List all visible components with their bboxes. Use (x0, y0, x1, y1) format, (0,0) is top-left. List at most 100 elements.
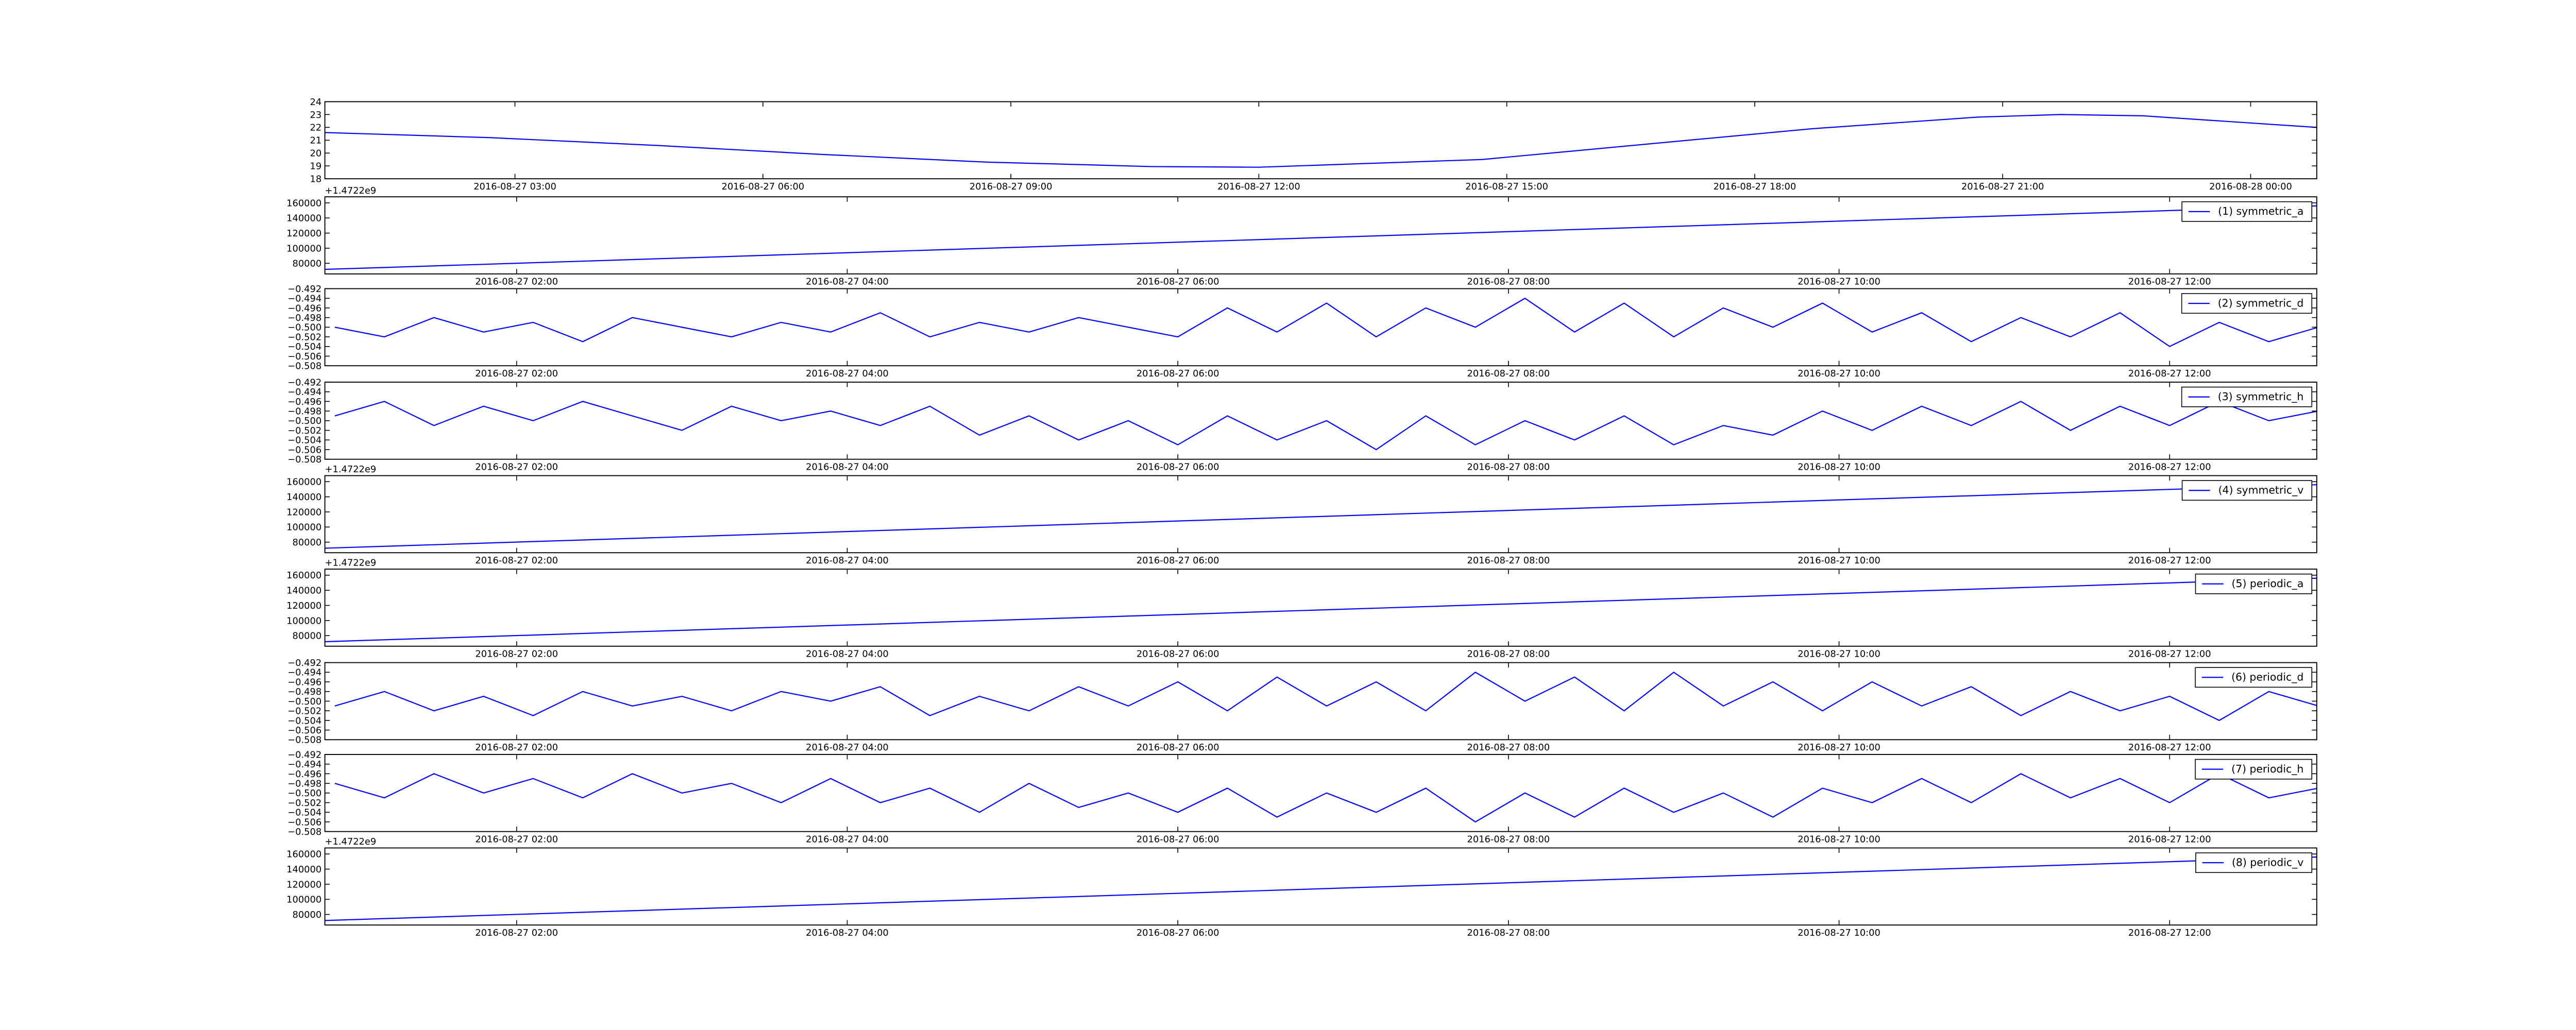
x-tick-label: 2016-08-27 06:00 (1137, 648, 1219, 659)
x-tick-label: 2016-08-27 08:00 (1467, 555, 1550, 566)
y-tick-label: −0.492 (287, 658, 321, 668)
series-line (334, 401, 2317, 451)
x-tick-label: 2016-08-27 06:00 (1137, 555, 1219, 566)
y-tick-label: 100000 (286, 243, 321, 254)
x-tick-label: 2016-08-27 08:00 (1467, 928, 1550, 938)
y-tick-label: −0.506 (287, 725, 321, 736)
x-tick-label: 2016-08-27 12:00 (2128, 834, 2211, 845)
y-tick-label: 160000 (286, 849, 321, 860)
x-tick-label: 2016-08-27 06:00 (1137, 928, 1219, 938)
y-tick-label: −0.506 (287, 817, 321, 828)
y-tick-label: −0.502 (287, 798, 321, 809)
offset-text: +1.4722e9 (325, 836, 377, 847)
y-tick-label: −0.492 (287, 377, 321, 388)
x-tick-label: 2016-08-27 02:00 (475, 277, 558, 287)
x-tick-label: 2016-08-27 10:00 (1798, 648, 1880, 659)
x-tick-label: 2016-08-27 12:00 (2128, 461, 2211, 472)
y-tick-label: 140000 (286, 864, 321, 875)
x-tick-label: 2016-08-27 12:00 (2128, 555, 2211, 566)
y-tick-label: −0.500 (287, 322, 321, 333)
x-tick-label: 2016-08-27 02:00 (475, 368, 558, 379)
series-line (334, 671, 2317, 722)
legend-label: (4) symmetric_v (2218, 484, 2304, 496)
y-tick-label: −0.496 (287, 397, 321, 407)
x-tick-label: 2016-08-27 04:00 (806, 461, 889, 472)
x-tick-label: 2016-08-27 06:00 (1137, 742, 1219, 753)
y-tick-label: −0.500 (287, 788, 321, 799)
axes-frame (324, 382, 2317, 460)
y-tick-label: 22 (310, 123, 322, 133)
y-tick-label: 140000 (286, 213, 321, 224)
y-tick-label: −0.496 (287, 303, 321, 314)
x-tick-label: 2016-08-27 15:00 (1465, 181, 1548, 192)
x-tick-label: 2016-08-27 12:00 (1217, 181, 1300, 192)
y-tick-label: −0.494 (287, 667, 321, 678)
y-tick-label: 23 (310, 110, 322, 121)
subplot: 80000 100000 120000 140000 160000 2016-08-27 … (286, 836, 2317, 938)
x-tick-label: 2016-08-27 10:00 (1798, 368, 1880, 379)
x-tick-label: 2016-08-27 10:00 (1798, 461, 1880, 472)
axes-frame (324, 569, 2317, 647)
x-tick-label: 2016-08-27 06:00 (1137, 277, 1219, 287)
x-tick-label: 2016-08-27 08:00 (1467, 368, 1550, 379)
series-line (325, 205, 2317, 270)
legend-label: (7) periodic_h (2231, 763, 2303, 775)
y-tick-label: −0.494 (287, 387, 321, 398)
series-line (334, 297, 2317, 348)
axes-frame (324, 754, 2317, 832)
x-tick-label: 2016-08-27 02:00 (475, 928, 558, 938)
y-tick-label: 80000 (292, 631, 321, 642)
y-tick-label: −0.500 (287, 416, 321, 426)
y-tick-label: 80000 (292, 259, 321, 269)
y-tick-label: −0.506 (287, 351, 321, 362)
series-line (325, 114, 2317, 168)
y-tick-label: −0.494 (287, 759, 321, 770)
offset-text: +1.4722e9 (325, 464, 377, 475)
y-tick-label: −0.508 (287, 827, 321, 837)
y-tick-label: −0.492 (287, 749, 321, 760)
y-tick-label: 160000 (286, 198, 321, 209)
y-tick-label: −0.492 (287, 284, 321, 295)
x-tick-label: 2016-08-27 02:00 (475, 648, 558, 659)
y-tick-label: 100000 (286, 895, 321, 905)
series-line (325, 577, 2317, 643)
axes-frame (324, 101, 2317, 180)
x-tick-label: 2016-08-27 04:00 (806, 742, 889, 753)
y-tick-label: −0.498 (287, 406, 321, 417)
y-tick-label: 100000 (286, 615, 321, 626)
y-tick-label: −0.494 (287, 294, 321, 304)
y-tick-label: 120000 (286, 600, 321, 611)
axes-frame (324, 196, 2317, 274)
axes-frame (324, 475, 2317, 554)
y-tick-label: −0.498 (287, 778, 321, 789)
axes-frame (324, 288, 2317, 367)
x-tick-label: 2016-08-27 06:00 (1137, 834, 1219, 845)
x-tick-label: 2016-08-27 09:00 (970, 181, 1053, 192)
y-tick-label: 160000 (286, 570, 321, 581)
y-tick-label: 19 (310, 161, 322, 172)
x-tick-label: 2016-08-27 08:00 (1467, 834, 1550, 845)
x-tick-label: 2016-08-27 04:00 (806, 555, 889, 566)
offset-text: +1.4722e9 (325, 185, 377, 196)
y-tick-label: −0.496 (287, 677, 321, 688)
x-tick-label: 2016-08-27 02:00 (475, 834, 558, 845)
subplot: 80000 100000 120000 140000 160000 2016-08-27 … (286, 558, 2317, 659)
y-tick-label: −0.506 (287, 444, 321, 455)
x-tick-label: 2016-08-27 08:00 (1467, 648, 1550, 659)
x-tick-label: 2016-08-27 04:00 (806, 368, 889, 379)
x-tick-label: 2016-08-27 10:00 (1798, 928, 1880, 938)
x-tick-label: 2016-08-27 12:00 (2128, 742, 2211, 753)
x-tick-label: 2016-08-27 02:00 (475, 742, 558, 753)
y-tick-label: 120000 (286, 507, 321, 518)
axes-frame (324, 662, 2317, 741)
x-tick-label: 2016-08-27 10:00 (1798, 834, 1880, 845)
y-tick-label: 140000 (286, 492, 321, 503)
series-line (334, 773, 2317, 823)
x-tick-label: 2016-08-27 06:00 (721, 181, 804, 192)
y-tick-label: −0.502 (287, 706, 321, 717)
x-tick-label: 2016-08-27 12:00 (2128, 277, 2211, 287)
y-tick-label: 160000 (286, 477, 321, 488)
y-tick-label: −0.508 (287, 735, 321, 746)
x-tick-label: 2016-08-27 21:00 (1961, 181, 2044, 192)
